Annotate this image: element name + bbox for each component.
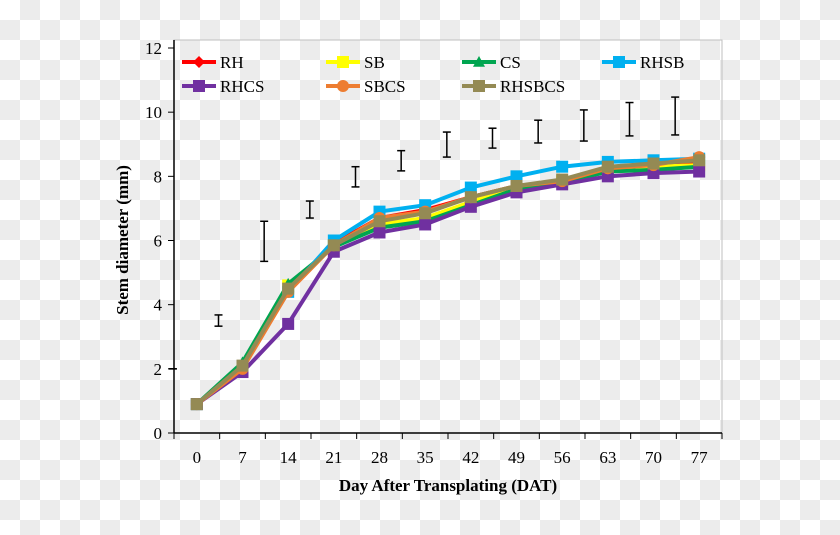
legend-label: RH	[220, 53, 244, 72]
data-point	[419, 207, 432, 220]
plot-frame	[173, 39, 723, 434]
y-tick-label: 0	[154, 424, 163, 443]
data-point	[464, 191, 477, 204]
x-tick-label: 28	[371, 448, 388, 467]
legend-item-sbcs: SBCS	[326, 77, 406, 96]
legend-label: CS	[500, 53, 521, 72]
legend-marker	[613, 56, 625, 68]
y-axis-title: Stem diameter (mm)	[113, 165, 132, 315]
legend-item-rh: RH	[182, 53, 244, 72]
data-point	[464, 200, 477, 213]
series-line	[195, 156, 700, 406]
data-point	[373, 215, 386, 228]
x-axis-title: Day After Transplating (DAT)	[339, 476, 557, 495]
series-line	[195, 155, 700, 406]
axes: 0 2 4 6 8 10 12 0 7 14 21 28 35 42 49 56 63 70 77	[145, 39, 723, 467]
x-tick-label: 0	[193, 448, 202, 467]
y-tick-label: 12	[145, 39, 162, 58]
legend-marker	[337, 80, 349, 92]
data-point	[510, 179, 523, 192]
data-point	[190, 398, 203, 411]
x-tick-label: 21	[325, 448, 342, 467]
legend-marker	[193, 80, 205, 92]
legend-label: SB	[364, 53, 385, 72]
series-rhsb	[190, 152, 706, 411]
series-lines	[190, 151, 706, 411]
y-tick-label: 2	[154, 360, 163, 379]
legend-label: RHSB	[640, 53, 684, 72]
x-tick-label: 63	[599, 448, 616, 467]
x-tick-label: 49	[508, 448, 525, 467]
data-point	[556, 173, 569, 186]
data-point	[510, 170, 523, 183]
data-point	[282, 317, 295, 330]
legend-item-sb: SB	[326, 53, 385, 72]
x-tick-label: 7	[238, 448, 247, 467]
y-tick-label: 10	[145, 103, 162, 122]
data-point	[464, 181, 477, 194]
y-tick-label: 4	[154, 296, 163, 315]
data-point	[236, 359, 249, 372]
series-line	[195, 161, 700, 406]
x-tick-label: 70	[645, 448, 662, 467]
series-rhsbcs	[190, 154, 706, 411]
data-point	[419, 218, 432, 231]
legend-label: RHSBCS	[500, 77, 565, 96]
series-line	[195, 164, 700, 406]
data-point	[601, 160, 614, 173]
series-line	[195, 169, 700, 406]
legend-item-cs: CS	[462, 53, 521, 72]
data-point	[327, 239, 340, 252]
y-tick-label: 8	[154, 167, 163, 186]
x-tick-label: 56	[554, 448, 571, 467]
legend-marker	[337, 56, 349, 68]
legend-marker	[473, 56, 485, 67]
x-tick-label: 14	[280, 448, 298, 467]
legend-label: RHCS	[220, 77, 264, 96]
data-point	[693, 154, 706, 167]
legend-item-rhsb: RHSB	[602, 53, 684, 72]
y-tick-label: 6	[154, 232, 163, 251]
series-line	[195, 163, 700, 406]
legend-item-rhcs: RHCS	[182, 77, 264, 96]
data-point	[647, 157, 660, 170]
series-sbcs	[190, 151, 706, 411]
series-line	[195, 158, 700, 406]
error-bars	[168, 96, 680, 370]
legend-label: SBCS	[364, 77, 406, 96]
data-point	[282, 282, 295, 295]
x-tick-label: 42	[462, 448, 479, 467]
data-point	[556, 160, 569, 173]
legend-marker	[193, 56, 205, 68]
x-tick-label: 77	[691, 448, 709, 467]
data-point	[373, 226, 386, 239]
x-tick-label: 35	[417, 448, 434, 467]
data-point	[693, 165, 706, 178]
legend-marker	[473, 80, 485, 92]
legend-item-rhsbcs: RHSBCS	[462, 77, 565, 96]
